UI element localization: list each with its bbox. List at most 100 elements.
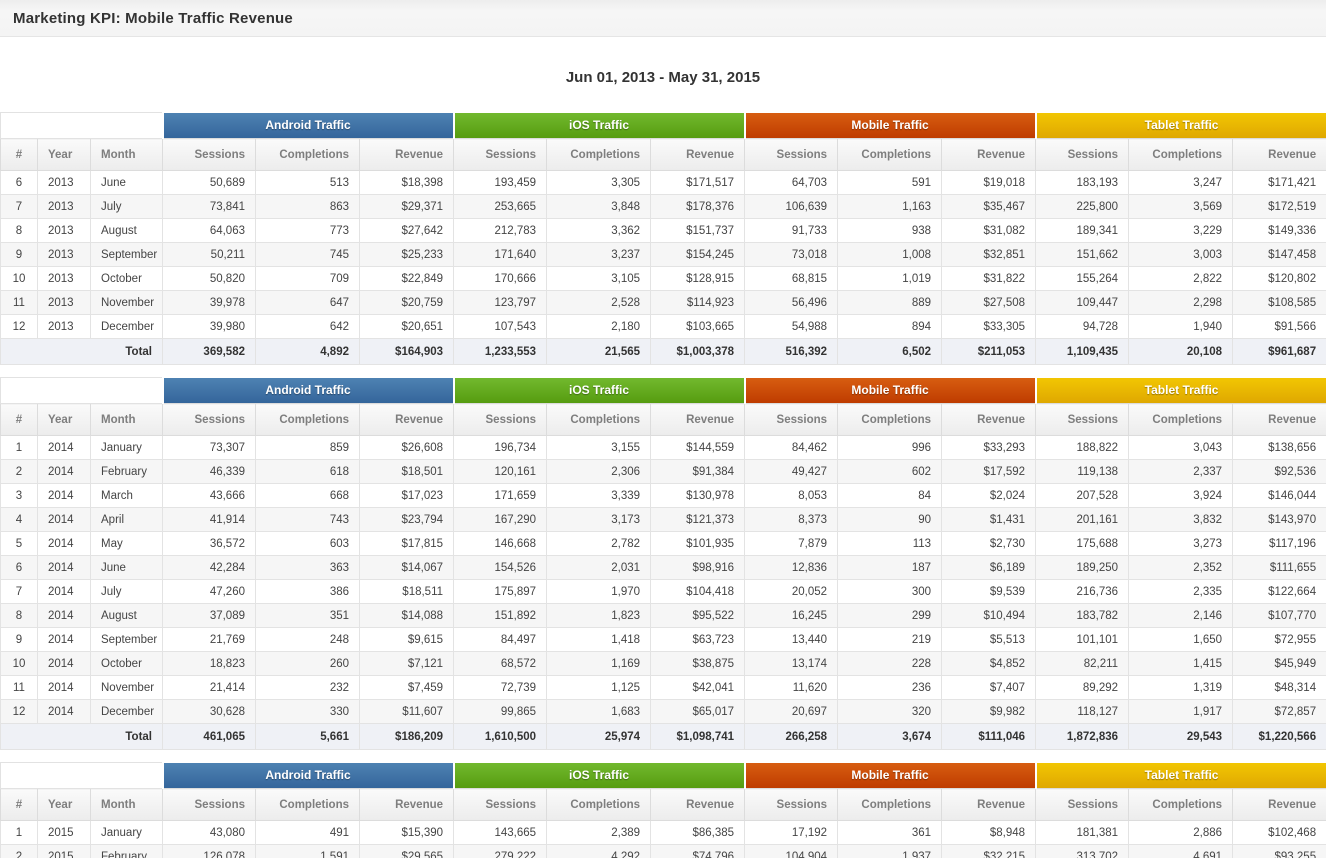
cell-value: 668 xyxy=(255,483,360,508)
cell-value: 201,161 xyxy=(1035,507,1130,532)
cell-row-num: 9 xyxy=(0,242,38,267)
cell-value: 3,273 xyxy=(1128,531,1234,556)
total-value: 29,543 xyxy=(1128,723,1234,750)
total-value: 516,392 xyxy=(744,338,839,365)
column-header-row: # Year Month Sessions Completions Revenue Sess… xyxy=(0,138,1326,171)
cell-value: 72,739 xyxy=(453,675,548,700)
cell-value: 171,659 xyxy=(453,483,548,508)
cell-month: February xyxy=(90,459,163,484)
cell-value: 3,003 xyxy=(1128,242,1234,267)
total-value: $111,046 xyxy=(941,723,1037,750)
cell-row-num: 5 xyxy=(0,531,38,556)
cell-value: 709 xyxy=(255,266,360,291)
cell-value: 618 xyxy=(255,459,360,484)
cell-row-num: 8 xyxy=(0,603,38,628)
cell-value: 89,292 xyxy=(1035,675,1130,700)
table-row: 6 2013 June 50,689 513 $18,398 193,459 3,305 $17… xyxy=(0,170,1326,195)
cell-value: 30,628 xyxy=(162,699,256,724)
cell-value: 228 xyxy=(837,651,943,676)
column-header-row: # Year Month Sessions Completions Revenue Sess… xyxy=(0,788,1326,821)
cell-value: 151,892 xyxy=(453,603,548,628)
cell-value: 183,193 xyxy=(1035,170,1130,195)
col-header-mobile-traffic-revenue: Revenue xyxy=(941,788,1037,821)
cell-value: $32,215 xyxy=(941,844,1037,858)
cell-year: 2014 xyxy=(37,699,91,724)
cell-value: $143,970 xyxy=(1232,507,1326,532)
group-header-row: Android Traffic iOS Traffic Mobile Traffic… xyxy=(0,762,1326,789)
cell-value: $108,585 xyxy=(1232,290,1326,315)
cell-value: 196,734 xyxy=(453,435,548,460)
cell-month: December xyxy=(90,699,163,724)
cell-value: 187 xyxy=(837,555,943,580)
cell-row-num: 10 xyxy=(0,266,38,291)
cell-value: $42,041 xyxy=(650,675,746,700)
cell-value: 894 xyxy=(837,314,943,339)
cell-value: 188,822 xyxy=(1035,435,1130,460)
cell-month: March xyxy=(90,483,163,508)
cell-value: 2,337 xyxy=(1128,459,1234,484)
cell-year: 2014 xyxy=(37,459,91,484)
cell-value: 3,247 xyxy=(1128,170,1234,195)
cell-value: 2,389 xyxy=(546,820,652,845)
col-header-tablet-traffic-sessions: Sessions xyxy=(1035,788,1130,821)
total-value: 4,892 xyxy=(255,338,360,365)
cell-value: $4,852 xyxy=(941,651,1037,676)
cell-value: 84,497 xyxy=(453,627,548,652)
total-value: 461,065 xyxy=(162,723,256,750)
cell-value: 64,703 xyxy=(744,170,839,195)
cell-value: $72,857 xyxy=(1232,699,1326,724)
total-value: 5,661 xyxy=(255,723,360,750)
group-header-row: Android Traffic iOS Traffic Mobile Traffic… xyxy=(0,112,1326,139)
cell-value: 56,496 xyxy=(744,290,839,315)
cell-value: 2,306 xyxy=(546,459,652,484)
cell-year: 2013 xyxy=(37,242,91,267)
col-header-tablet-traffic-completions: Completions xyxy=(1128,138,1234,171)
cell-value: $9,982 xyxy=(941,699,1037,724)
cell-month: January xyxy=(90,435,163,460)
cell-year: 2013 xyxy=(37,266,91,291)
cell-value: $63,723 xyxy=(650,627,746,652)
cell-month: July xyxy=(90,579,163,604)
cell-value: 2,298 xyxy=(1128,290,1234,315)
group-header-tablet-traffic: Tablet Traffic xyxy=(1034,112,1326,139)
table-row: 11 2014 November 21,414 232 $7,459 72,739 1,125… xyxy=(0,675,1326,700)
cell-month: July xyxy=(90,194,163,219)
cell-value: 602 xyxy=(837,459,943,484)
table-row: 2 2015 February 126,078 1,591 $29,565 279,222 4… xyxy=(0,844,1326,858)
col-header-mobile-traffic-completions: Completions xyxy=(837,788,943,821)
group-header-android-traffic: Android Traffic xyxy=(161,762,454,789)
cell-value: $86,385 xyxy=(650,820,746,845)
cell-value: $22,849 xyxy=(358,266,455,291)
cell-value: $27,508 xyxy=(941,290,1037,315)
col-header-year: Year xyxy=(37,138,91,171)
cell-value: 938 xyxy=(837,218,943,243)
cell-value: 123,797 xyxy=(453,290,548,315)
cell-value: $107,770 xyxy=(1232,603,1326,628)
total-value: 6,502 xyxy=(837,338,943,365)
total-value: 1,610,500 xyxy=(453,723,548,750)
cell-row-num: 1 xyxy=(0,820,38,845)
cell-month: June xyxy=(90,555,163,580)
cell-value: 13,440 xyxy=(744,627,839,652)
cell-value: $120,802 xyxy=(1232,266,1326,291)
cell-value: $32,851 xyxy=(941,242,1037,267)
table-row: 8 2014 August 37,089 351 $14,088 151,892 1,823 $… xyxy=(0,603,1326,628)
col-header-month: Month xyxy=(90,403,163,436)
cell-value: $1,431 xyxy=(941,507,1037,532)
cell-value: 1,823 xyxy=(546,603,652,628)
cell-value: 2,352 xyxy=(1128,555,1234,580)
cell-value: 513 xyxy=(255,170,360,195)
cell-value: $154,245 xyxy=(650,242,746,267)
col-header-ios-traffic-revenue: Revenue xyxy=(650,788,746,821)
cell-value: 49,427 xyxy=(744,459,839,484)
cell-value: 54,988 xyxy=(744,314,839,339)
col-header-mobile-traffic-completions: Completions xyxy=(837,138,943,171)
cell-value: 2,782 xyxy=(546,531,652,556)
cell-value: $130,978 xyxy=(650,483,746,508)
table-row: 8 2013 August 64,063 773 $27,642 212,783 3,362 $… xyxy=(0,218,1326,243)
cell-value: $9,615 xyxy=(358,627,455,652)
cell-value: 3,339 xyxy=(546,483,652,508)
cell-year: 2013 xyxy=(37,170,91,195)
cell-value: $121,373 xyxy=(650,507,746,532)
cell-value: 84,462 xyxy=(744,435,839,460)
